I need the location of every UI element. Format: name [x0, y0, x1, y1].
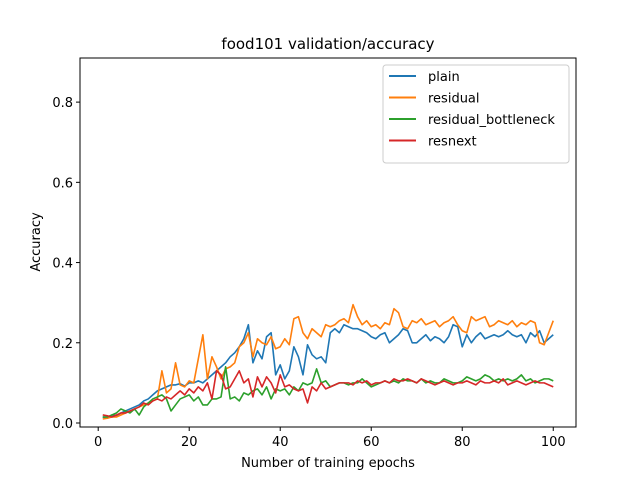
chart-title: food101 validation/accuracy — [221, 35, 434, 53]
y-tick-label: 0.2 — [52, 337, 73, 352]
x-tick-label: 60 — [363, 435, 380, 450]
y-tick-label: 0.6 — [52, 176, 73, 191]
y-axis-label: Accuracy — [29, 212, 44, 272]
y-tick-label: 0.4 — [52, 257, 73, 272]
series-line-residual — [102, 303, 554, 420]
series-line-residual-bottleneck — [102, 366, 554, 418]
x-tick-label: 0 — [94, 435, 102, 450]
legend-label: plain — [428, 70, 460, 85]
y-axis: 0.0 0.2 0.4 0.6 0.8 — [52, 96, 80, 432]
legend-box — [382, 64, 570, 164]
y-tick-label: 0.0 — [52, 417, 73, 432]
x-tick-label: 100 — [541, 435, 566, 450]
x-axis: 0 20 40 60 80 100 — [94, 427, 566, 450]
x-tick-label: 80 — [454, 435, 471, 450]
legend-label: resnext — [428, 135, 477, 150]
x-tick-label: 40 — [272, 435, 289, 450]
series-line-resnext — [102, 370, 554, 418]
plot-frame — [79, 57, 577, 428]
series-line-plain — [102, 323, 554, 419]
x-axis-label: Number of training epochs — [241, 456, 415, 471]
x-tick-label: 20 — [181, 435, 198, 450]
y-tick-label: 0.8 — [52, 96, 73, 111]
legend-label: residual_bottleneck — [428, 113, 555, 128]
legend-label: residual — [428, 92, 480, 107]
plot-lines — [102, 303, 554, 420]
